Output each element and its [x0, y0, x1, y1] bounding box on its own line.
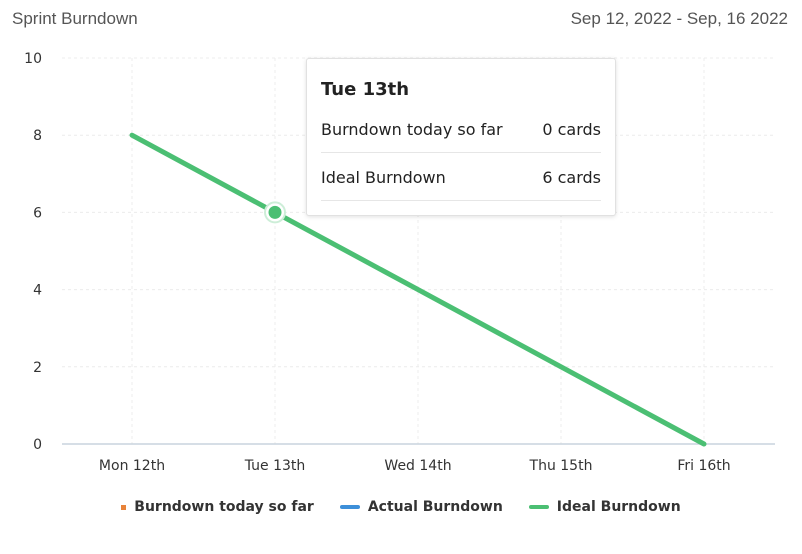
series-line	[129, 132, 707, 447]
x-tick-label: Fri 16th	[677, 458, 730, 474]
chart-legend: Burndown today so far Actual Burndown Id…	[0, 499, 802, 515]
tooltip-row-value: 6 cards	[542, 167, 601, 187]
legend-label: Ideal Burndown	[556, 499, 681, 515]
chart-title: Sprint Burndown	[12, 9, 138, 28]
y-tick-label: 0	[33, 437, 42, 453]
y-tick-label: 6	[33, 205, 42, 221]
tooltip-row-label: Ideal Burndown	[321, 167, 446, 187]
chart-tooltip: Tue 13th Burndown today so far 0 cards I…	[306, 58, 616, 216]
x-tick-label: Tue 13th	[244, 458, 306, 474]
y-tick-label: 10	[24, 51, 42, 67]
tooltip-row-label: Burndown today so far	[321, 119, 503, 139]
highlight-point	[268, 205, 282, 219]
tooltip-title: Tue 13th	[321, 79, 410, 100]
legend-item-ideal-burndown[interactable]: Ideal Burndown	[528, 499, 681, 515]
y-tick-label: 8	[33, 128, 42, 144]
tooltip-row-ideal-burndown: Ideal Burndown 6 cards	[321, 154, 601, 201]
legend-item-burndown-today[interactable]: Burndown today so far	[121, 499, 314, 515]
x-tick-label: Mon 12th	[99, 458, 165, 474]
legend-label: Actual Burndown	[367, 499, 503, 515]
x-tick-label: Wed 14th	[384, 458, 451, 474]
tooltip-row-burndown-today: Burndown today so far 0 cards	[321, 106, 601, 153]
legend-swatch-dot	[121, 504, 127, 510]
tooltip-row-value: 0 cards	[542, 119, 601, 139]
legend-label: Burndown today so far	[134, 499, 314, 515]
legend-item-actual-burndown[interactable]: Actual Burndown	[339, 499, 503, 515]
legend-swatch-line	[339, 505, 360, 509]
legend-swatch-line	[528, 505, 549, 509]
x-tick-label: Thu 15th	[529, 458, 593, 474]
y-tick-label: 4	[33, 283, 42, 299]
y-tick-label: 2	[33, 360, 42, 376]
date-range: Sep 12, 2022 - Sep, 16 2022	[570, 9, 788, 28]
